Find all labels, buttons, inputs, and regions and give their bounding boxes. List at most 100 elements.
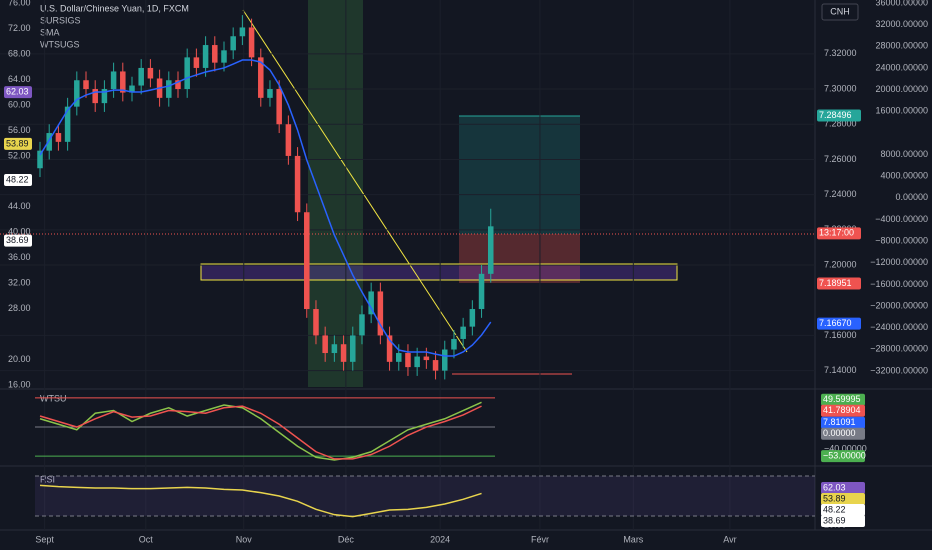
candle-body: [423, 356, 430, 361]
candle-body: [350, 335, 356, 362]
price-marker-label: 7.81091: [823, 417, 856, 427]
y-tick-label: 7.14000: [824, 365, 857, 375]
price-marker-label: −53.00000: [823, 451, 866, 461]
price-marker-label: 62.03: [823, 482, 846, 492]
x-tick-label: Déc: [338, 534, 355, 544]
candle-body: [396, 353, 402, 362]
y3-tick-label: 60.00: [8, 99, 31, 109]
price-marker: [821, 427, 865, 440]
price-marker-label: 38.69: [823, 515, 846, 525]
long-profit-zone[interactable]: [459, 116, 580, 234]
candle-body: [37, 150, 43, 169]
series-line: [39, 484, 482, 518]
y2-tick-label: −4000.00000: [875, 214, 928, 224]
price-marker: [4, 174, 32, 187]
drawings: [0, 0, 932, 531]
candle-body: [175, 80, 181, 90]
candle-body: [368, 291, 374, 315]
y2-tick-label: 24000.00000: [875, 62, 928, 72]
price-marker-label: 41.78904: [823, 405, 861, 415]
candle-body: [101, 89, 108, 104]
candle-body: [386, 335, 393, 362]
y-tick-label: 7.26000: [824, 154, 857, 164]
candle-body: [313, 309, 319, 336]
candle-body: [230, 36, 236, 51]
x-tick-label: Févr: [531, 534, 549, 544]
price-marker: [817, 317, 861, 330]
series-line: [39, 59, 492, 357]
pane-title: RSI: [40, 474, 55, 484]
y3-tick-label: 72.00: [8, 23, 31, 33]
candle-body: [239, 27, 246, 37]
y-tick-label: 7.20000: [824, 259, 857, 269]
series-line: [39, 401, 482, 461]
y3-tick-label: 40.00: [8, 227, 31, 237]
candle-body: [478, 273, 485, 310]
price-marker: [821, 514, 865, 527]
currency-box[interactable]: [821, 3, 859, 21]
candle-body: [120, 71, 126, 93]
candle-body: [92, 89, 98, 104]
price-marker: [4, 137, 32, 150]
candle-body: [138, 67, 144, 86]
candle-body: [55, 133, 62, 142]
candle-body: [166, 80, 172, 98]
y2-tick-label: −8000.00000: [875, 235, 928, 245]
price-marker: [821, 393, 865, 406]
x-tick-label: Oct: [139, 534, 154, 544]
candle-body: [221, 50, 227, 63]
currency[interactable]: CNH: [830, 6, 850, 16]
x-tick-label: Sept: [35, 534, 54, 544]
y2-tick-label: 20000.00000: [875, 84, 928, 94]
chart-title: U.S. Dollar/Chinese Yuan, 1D, FXCM: [40, 3, 189, 13]
y2-tick-label: −32000.00000: [870, 365, 928, 375]
y3-tick-label: 44.00: [8, 201, 31, 211]
y-tick-label: 7.24000: [824, 189, 857, 199]
pane-title: WTSU: [40, 393, 67, 403]
candle-body: [359, 314, 365, 336]
candle-body: [46, 133, 52, 151]
candle-body: [322, 335, 328, 354]
indicator-name[interactable]: SMA: [40, 27, 60, 37]
rsi-band: [35, 476, 815, 516]
y2-tick-label: −20000.00000: [870, 300, 928, 310]
indicator-name[interactable]: WTSUGS: [40, 39, 80, 49]
candle-body: [340, 344, 347, 362]
y-tick-label: 7.28000: [824, 119, 857, 129]
price-marker: [821, 481, 865, 494]
y3-tick-label: 32.00: [8, 278, 31, 288]
x-tick-label: 2024: [430, 534, 450, 544]
trend-line[interactable]: [242, 9, 468, 353]
y2-tick-label: −24000.00000: [870, 322, 928, 332]
price-marker-label: 7.16670: [819, 318, 852, 328]
price-marker-label: 7.18951: [819, 278, 852, 288]
price-marker: [821, 404, 865, 417]
candle-body: [110, 71, 117, 90]
indicator-name[interactable]: SURSIGS: [40, 15, 81, 25]
y3-tick-label: 16.00: [8, 379, 31, 389]
y2-tick-label: −16000.00000: [870, 279, 928, 289]
candle-body: [202, 45, 209, 68]
countdown: 13:17:00: [819, 228, 854, 238]
candle-body: [285, 124, 292, 156]
candle-body: [432, 360, 439, 371]
zone-rectangle[interactable]: [200, 263, 678, 281]
candle-body: [405, 353, 411, 368]
y2-tick-label: 4000.00000: [880, 171, 928, 181]
price-marker-label: 48.22: [6, 174, 29, 184]
price-marker: [821, 450, 865, 463]
y3-tick-label: 64.00: [8, 74, 31, 84]
candle-body: [331, 344, 338, 354]
y3-tick-label: 36.00: [8, 252, 31, 262]
y2-tick-label: 8000.00000: [880, 149, 928, 159]
price-marker-label: 0.00000: [823, 428, 856, 438]
candle-body: [441, 349, 448, 371]
y-tick-label: 7.32000: [824, 48, 857, 58]
candle-body: [267, 89, 273, 98]
price-marker: [821, 492, 865, 505]
candle-body: [487, 226, 494, 274]
price-marker-label: 38.69: [6, 235, 29, 245]
candle-body: [147, 67, 154, 79]
